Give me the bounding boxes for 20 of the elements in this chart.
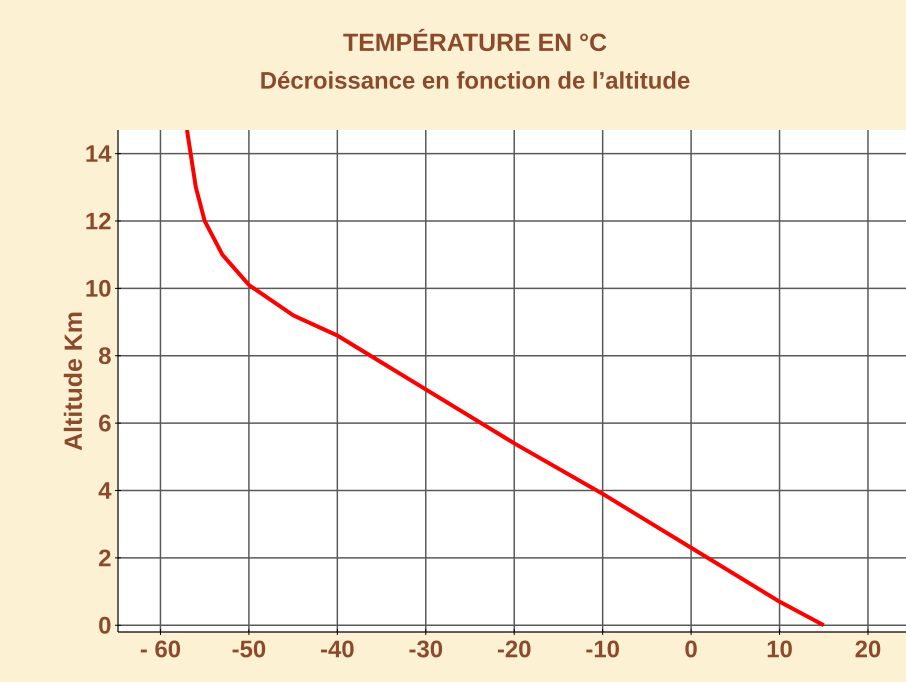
x-tick-label: -30 [409, 640, 442, 658]
y-tick-label: 12 [86, 212, 111, 230]
x-tick-label: 0 [685, 640, 697, 658]
x-tick-label: -40 [321, 640, 354, 658]
y-tick-label: 8 [98, 347, 111, 364]
y-tick-label: 10 [86, 280, 110, 297]
chart-title: TEMPÉRATURE EN °C [343, 28, 606, 52]
y-tick-label: 2 [99, 550, 111, 566]
y-tick-label: 0 [99, 616, 111, 634]
y-tick-label: 14 [86, 145, 112, 162]
x-tick-label: -20 [498, 640, 531, 658]
chart-subtitle: Décroissance en fonction de l’altitude [261, 71, 690, 89]
x-tick-label: -10 [586, 640, 619, 658]
x-tick-label: - 60 [140, 640, 180, 658]
x-tick-label: -50 [232, 640, 266, 658]
y-axis-title: Altitude Km [64, 312, 82, 450]
x-tick-label: 20 [856, 640, 880, 658]
x-tick-label: 10 [768, 640, 792, 658]
y-tick-label: 4 [98, 482, 112, 499]
y-tick-label: 6 [99, 414, 111, 432]
